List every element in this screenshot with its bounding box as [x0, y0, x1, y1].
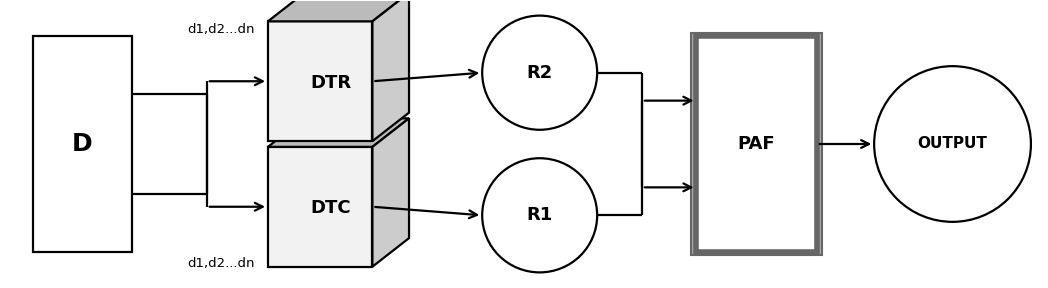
- Text: OUTPUT: OUTPUT: [918, 137, 987, 151]
- Polygon shape: [268, 21, 372, 141]
- Bar: [32, 36, 132, 252]
- Bar: [697, 36, 816, 252]
- Text: DTC: DTC: [311, 199, 351, 217]
- Ellipse shape: [482, 16, 597, 130]
- Text: DTR: DTR: [310, 74, 352, 92]
- Text: D: D: [72, 132, 92, 156]
- Text: d1,d2...dn: d1,d2...dn: [188, 23, 255, 36]
- Ellipse shape: [482, 158, 597, 272]
- Polygon shape: [268, 147, 372, 267]
- Bar: [692, 33, 822, 255]
- Text: R1: R1: [526, 206, 552, 224]
- Ellipse shape: [874, 66, 1031, 222]
- Polygon shape: [268, 0, 409, 21]
- Polygon shape: [372, 118, 409, 267]
- Text: R2: R2: [526, 64, 552, 82]
- Polygon shape: [268, 118, 409, 147]
- Text: d1,d2...dn: d1,d2...dn: [188, 257, 255, 270]
- Polygon shape: [372, 0, 409, 141]
- Text: PAF: PAF: [738, 135, 776, 153]
